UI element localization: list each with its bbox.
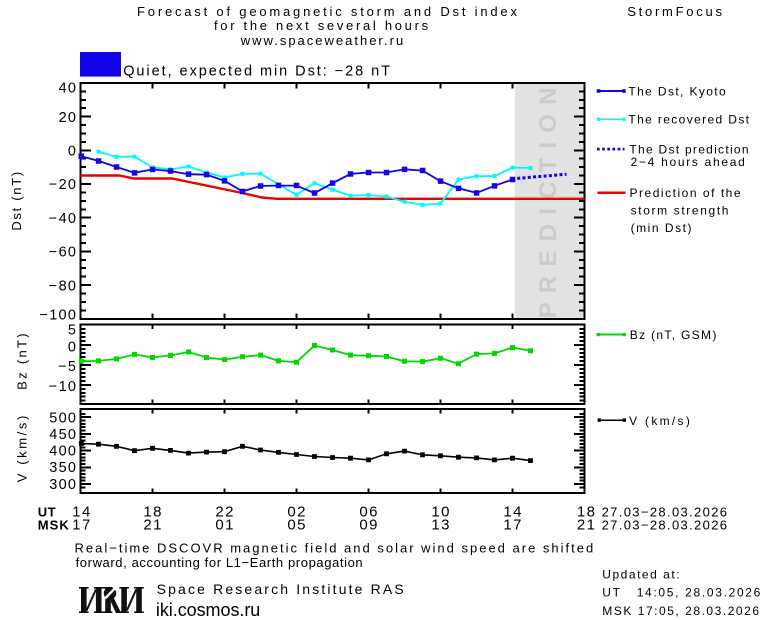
svg-text:Prediction of the: Prediction of the: [630, 186, 743, 200]
svg-text:forward, accounting for L1−Ear: forward, accounting for L1−Earth propaga…: [76, 555, 364, 570]
svg-text:Dst (nT): Dst (nT): [9, 170, 24, 231]
svg-text:−60: −60: [49, 245, 78, 261]
svg-text:0: 0: [68, 339, 77, 355]
svg-text:18: 18: [577, 504, 597, 521]
svg-text:−40: −40: [49, 211, 78, 227]
svg-text:V (km/s): V (km/s): [629, 414, 692, 428]
svg-text:V (km/s): V (km/s): [14, 413, 29, 482]
svg-text:StormFocus: StormFocus: [627, 4, 725, 19]
svg-text:−80: −80: [49, 278, 78, 294]
svg-text:Updated at:: Updated at:: [602, 567, 681, 581]
svg-text:for the next several hours: for the next several hours: [214, 18, 431, 33]
svg-text:500: 500: [49, 411, 77, 427]
svg-text:5: 5: [68, 323, 77, 339]
svg-text:−100: −100: [39, 308, 77, 324]
svg-text:300: 300: [49, 477, 77, 493]
svg-text:www.spaceweather.ru: www.spaceweather.ru: [240, 33, 405, 48]
svg-text:Forecast of geomagnetic storm: Forecast of geomagnetic storm and Dst in…: [137, 4, 520, 19]
svg-text:The recovered Dst: The recovered Dst: [628, 113, 750, 127]
svg-text:0: 0: [68, 144, 77, 160]
svg-text:Space Research Institute RAS: Space Research Institute RAS: [157, 581, 406, 597]
svg-text:27.03−28.03.2026: 27.03−28.03.2026: [602, 505, 729, 520]
svg-text:40: 40: [59, 81, 78, 97]
svg-text:Bz (nT): Bz (nT): [14, 331, 29, 390]
svg-text:18: 18: [143, 504, 163, 521]
svg-text:Quiet, expected min Dst: −28 n: Quiet, expected min Dst: −28 nT: [123, 64, 392, 80]
svg-text:storm strength: storm strength: [631, 204, 731, 218]
svg-text:350: 350: [49, 460, 77, 476]
svg-text:−5: −5: [58, 359, 77, 375]
svg-text:21: 21: [577, 517, 597, 534]
svg-text:The Dst, Kyoto: The Dst, Kyoto: [628, 85, 727, 99]
svg-text:2−4 hours ahead: 2−4 hours ahead: [631, 155, 747, 169]
svg-text:UT: UT: [38, 505, 57, 520]
svg-text:17: 17: [503, 517, 523, 534]
svg-text:02: 02: [287, 504, 307, 521]
svg-text:09: 09: [359, 517, 379, 534]
svg-text:The Dst prediction: The Dst prediction: [629, 142, 749, 156]
svg-text:10: 10: [431, 504, 451, 521]
svg-text:17: 17: [72, 517, 92, 534]
svg-text:13: 13: [431, 517, 451, 534]
svg-text:iki.cosmos.ru: iki.cosmos.ru: [156, 600, 260, 620]
svg-text:MSK: MSK: [38, 518, 70, 533]
svg-text:05: 05: [287, 517, 307, 534]
svg-text:22: 22: [215, 504, 235, 521]
svg-text:27.03−28.03.2026: 27.03−28.03.2026: [602, 518, 729, 533]
svg-text:−20: −20: [49, 177, 78, 193]
svg-text:−10: −10: [49, 379, 78, 395]
svg-text:Real−time DSCOVR magnetic fiel: Real−time DSCOVR magnetic field and sola…: [75, 540, 596, 555]
svg-text:MSK 17:05, 28.03.2026: MSK 17:05, 28.03.2026: [602, 604, 760, 618]
svg-text:14: 14: [72, 504, 92, 521]
svg-text:UT 14:05, 28.03.2026: UT 14:05, 28.03.2026: [602, 586, 760, 600]
svg-text:20: 20: [59, 110, 78, 126]
svg-text:06: 06: [359, 504, 379, 521]
svg-text:(min Dst): (min Dst): [631, 221, 693, 235]
svg-text:450: 450: [49, 427, 77, 443]
svg-text:400: 400: [49, 443, 77, 459]
svg-text:14: 14: [503, 504, 523, 521]
svg-text:Bz (nT, GSM): Bz (nT, GSM): [630, 328, 718, 342]
svg-text:21: 21: [143, 517, 163, 534]
svg-text:01: 01: [215, 517, 235, 534]
